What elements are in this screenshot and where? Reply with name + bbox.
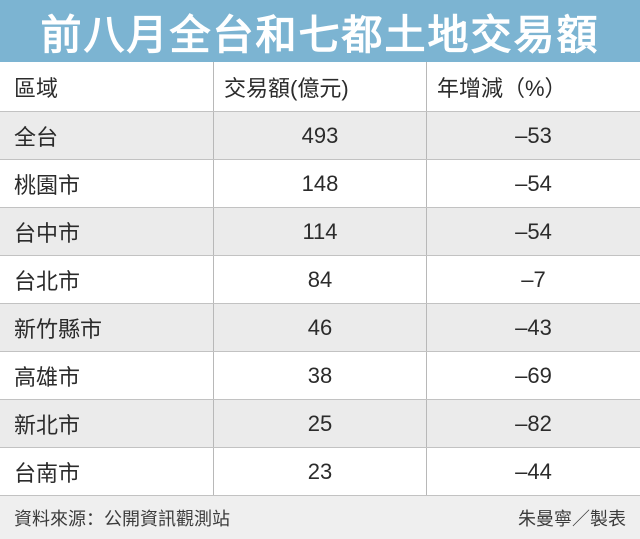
cell-amount: 25 (213, 400, 426, 447)
cell-yoy: –82 (426, 400, 640, 447)
cell-amount: 84 (213, 256, 426, 303)
cell-yoy: –44 (426, 448, 640, 495)
header-amount: 交易額(億元) (213, 62, 426, 111)
cell-region: 新竹縣市 (14, 316, 103, 342)
cell-amount: 114 (213, 208, 426, 255)
table-row: 桃園市 148 –54 (0, 160, 640, 208)
title-bar: 前八月全台和七都土地交易額 (0, 0, 640, 62)
page-title: 前八月全台和七都土地交易額 (40, 12, 600, 58)
cell-amount: 38 (213, 352, 426, 399)
cell-amount: 23 (213, 448, 426, 495)
cell-amount: 493 (213, 112, 426, 159)
footer-bar: 資料來源：公開資訊觀測站 朱曼寧／製表 (0, 496, 640, 539)
table-body: 全台 493 –53 桃園市 148 –54 台中市 114 –54 台北市 8… (0, 112, 640, 496)
cell-amount: 46 (213, 304, 426, 351)
cell-region: 全台 (14, 124, 59, 150)
table-row: 新北市 25 –82 (0, 400, 640, 448)
cell-region: 台南市 (14, 460, 81, 486)
table-row: 高雄市 38 –69 (0, 352, 640, 400)
source-text: 資料來源：公開資訊觀測站 (14, 508, 230, 529)
table-row: 全台 493 –53 (0, 112, 640, 160)
cell-yoy: –69 (426, 352, 640, 399)
table-row: 台南市 23 –44 (0, 448, 640, 496)
table-row: 台中市 114 –54 (0, 208, 640, 256)
cell-yoy: –53 (426, 112, 640, 159)
header-yoy: 年增減（%） (426, 62, 640, 111)
table-header-row: 區域 交易額(億元) 年增減（%） (0, 62, 640, 112)
cell-yoy: –7 (426, 256, 640, 303)
cell-region: 新北市 (14, 412, 81, 438)
table-row: 台北市 84 –7 (0, 256, 640, 304)
table-row: 新竹縣市 46 –43 (0, 304, 640, 352)
credit-text: 朱曼寧／製表 (518, 508, 626, 529)
cell-region: 台中市 (14, 220, 81, 246)
cell-region: 台北市 (14, 268, 81, 294)
cell-region: 桃園市 (14, 172, 81, 198)
cell-yoy: –54 (426, 160, 640, 207)
header-region: 區域 (14, 75, 59, 101)
cell-yoy: –43 (426, 304, 640, 351)
land-transaction-table: 區域 交易額(億元) 年增減（%） 全台 493 –53 桃園市 148 –54… (0, 62, 640, 496)
cell-yoy: –54 (426, 208, 640, 255)
cell-amount: 148 (213, 160, 426, 207)
cell-region: 高雄市 (14, 364, 81, 390)
